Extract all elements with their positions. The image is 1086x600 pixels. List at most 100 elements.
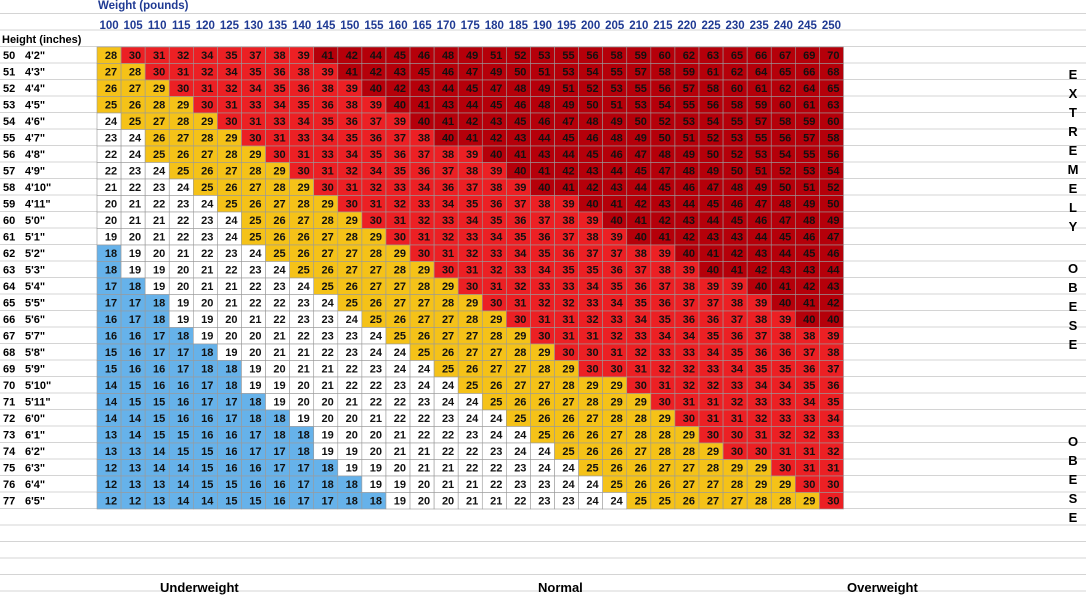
bmi-value: 17 xyxy=(225,413,237,425)
bmi-value: 45 xyxy=(418,67,430,79)
bmi-value: 45 xyxy=(562,133,574,145)
bmi-value: 14 xyxy=(153,446,166,458)
bmi-value: 51 xyxy=(755,166,767,178)
bmi-value: 33 xyxy=(683,347,695,359)
bmi-value: 18 xyxy=(153,314,165,326)
bmi-value: 19 xyxy=(346,446,358,458)
bmi-value: 62 xyxy=(779,83,791,95)
bmi-value: 27 xyxy=(466,331,478,343)
bmi-value: 14 xyxy=(177,463,190,475)
bmi-value: 29 xyxy=(562,364,574,376)
bmi-value: 20 xyxy=(297,380,309,392)
bmi-value: 39 xyxy=(490,166,502,178)
bmi-value: 38 xyxy=(755,314,767,326)
bmi-value: 15 xyxy=(249,496,261,508)
bmi-value: 60 xyxy=(659,50,671,62)
bmi-value: 18 xyxy=(322,463,334,475)
weight-tick-label: 165 xyxy=(412,20,432,32)
bmi-value: 49 xyxy=(538,83,550,95)
height-feet-label: 5'11" xyxy=(25,397,51,409)
bmi-value: 26 xyxy=(129,100,141,112)
bmi-value: 30 xyxy=(370,215,382,227)
bmi-value: 16 xyxy=(129,364,141,376)
bmi-value: 37 xyxy=(562,232,574,244)
bmi-value: 48 xyxy=(779,199,791,211)
bmi-value: 28 xyxy=(249,166,261,178)
obese-letter: B xyxy=(1068,280,1078,295)
bmi-value: 39 xyxy=(370,100,382,112)
bmi-value: 33 xyxy=(273,116,285,128)
bmi-value: 30 xyxy=(707,430,719,442)
bmi-value: 22 xyxy=(153,199,165,211)
bmi-value: 23 xyxy=(538,496,550,508)
obese-letter: B xyxy=(1068,453,1078,468)
bmi-value: 37 xyxy=(755,331,767,343)
bmi-value: 37 xyxy=(442,166,454,178)
bmi-value: 32 xyxy=(394,199,406,211)
bmi-value: 33 xyxy=(322,149,334,161)
bmi-value: 30 xyxy=(755,446,767,458)
bmi-value: 32 xyxy=(683,380,695,392)
obese-letter: S xyxy=(1068,318,1078,333)
bmi-value: 36 xyxy=(297,83,309,95)
weight-tick-label: 125 xyxy=(220,20,240,32)
bmi-value: 17 xyxy=(153,331,165,343)
bmi-value: 33 xyxy=(779,397,791,409)
bmi-value: 24 xyxy=(201,199,214,211)
bmi-value: 24 xyxy=(273,265,286,277)
bmi-value: 29 xyxy=(659,413,671,425)
bmi-value: 27 xyxy=(514,364,526,376)
bmi-value: 42 xyxy=(803,281,815,293)
bmi-value: 33 xyxy=(611,314,623,326)
bmi-value: 22 xyxy=(466,446,478,458)
bmi-value: 13 xyxy=(105,430,117,442)
bmi-value: 50 xyxy=(514,67,526,79)
bmi-value: 19 xyxy=(394,496,406,508)
bmi-value: 18 xyxy=(177,331,189,343)
bmi-value: 49 xyxy=(611,116,623,128)
bmi-value: 20 xyxy=(273,364,285,376)
bmi-value: 42 xyxy=(586,182,598,194)
bmi-value: 57 xyxy=(755,116,767,128)
bmi-value: 37 xyxy=(249,50,261,62)
bmi-value: 24 xyxy=(297,281,310,293)
bmi-value: 27 xyxy=(490,347,502,359)
bmi-value: 59 xyxy=(803,116,815,128)
bmi-value: 31 xyxy=(659,380,671,392)
bmi-value: 20 xyxy=(225,331,237,343)
bmi-value: 44 xyxy=(538,133,551,145)
bmi-value: 15 xyxy=(105,347,117,359)
bmi-value: 38 xyxy=(803,331,815,343)
bmi-value: 28 xyxy=(611,413,623,425)
bmi-value: 44 xyxy=(755,232,768,244)
bmi-value: 21 xyxy=(466,496,478,508)
bmi-value: 32 xyxy=(442,232,454,244)
bmi-value: 30 xyxy=(779,463,791,475)
bmi-value: 40 xyxy=(538,182,550,194)
bmi-value: 38 xyxy=(562,215,574,227)
bmi-value: 34 xyxy=(273,100,286,112)
bmi-value: 53 xyxy=(562,67,574,79)
bmi-value: 24 xyxy=(611,496,624,508)
bmi-value: 25 xyxy=(394,331,406,343)
bmi-value: 25 xyxy=(562,446,574,458)
bmi-value: 24 xyxy=(370,331,383,343)
bmi-value: 32 xyxy=(611,331,623,343)
bmi-value: 24 xyxy=(177,182,190,194)
bmi-value: 14 xyxy=(129,430,142,442)
extremely-letter: R xyxy=(1068,124,1078,139)
bmi-value: 15 xyxy=(225,496,237,508)
bmi-value: 17 xyxy=(129,298,141,310)
bmi-value: 25 xyxy=(442,364,454,376)
bmi-value: 26 xyxy=(249,199,261,211)
bmi-value: 29 xyxy=(611,397,623,409)
bmi-value: 32 xyxy=(827,446,839,458)
bmi-value: 15 xyxy=(177,430,189,442)
bmi-value: 24 xyxy=(490,413,503,425)
bmi-value: 50 xyxy=(707,149,719,161)
height-feet-label: 4'3" xyxy=(25,67,45,79)
bmi-value: 39 xyxy=(346,83,358,95)
bmi-value: 45 xyxy=(514,116,526,128)
underweight-label: Underweight xyxy=(160,580,239,595)
bmi-value: 34 xyxy=(779,380,792,392)
